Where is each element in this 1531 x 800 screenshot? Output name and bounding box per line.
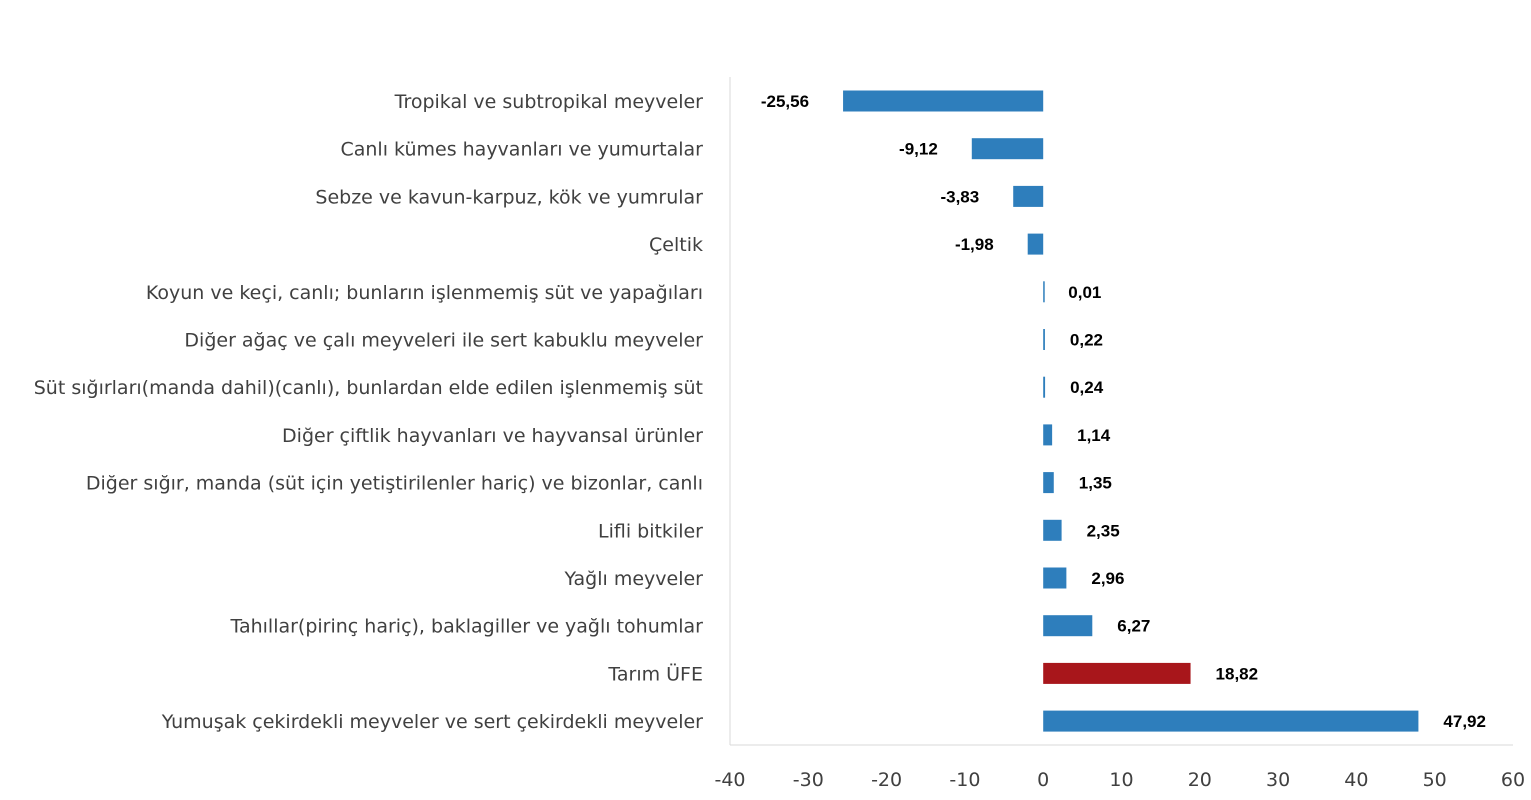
bar <box>1043 710 1419 732</box>
x-tick-label: 0 <box>1037 769 1049 791</box>
bar <box>1013 185 1044 207</box>
bars-group <box>843 90 1419 732</box>
bar <box>1043 424 1053 446</box>
category-label: Diğer çiftlik hayvanları ve hayvansal ür… <box>282 425 703 447</box>
bar <box>1043 472 1054 494</box>
value-label: -9,12 <box>899 140 938 159</box>
x-tick-label: 30 <box>1266 769 1290 791</box>
value-label: 0,01 <box>1068 283 1101 302</box>
value-labels-group: -25,56 -9,12 -3,83 -1,98 0,01 0,22 0,24 1,14 1,3… <box>761 92 1486 731</box>
bar <box>1043 662 1191 684</box>
x-tick-labels-group: -40 -30 -20 -10 0 10 20 30 40 50 60 <box>714 769 1525 791</box>
value-label: 1,35 <box>1079 474 1112 493</box>
category-label: Çeltik <box>649 234 703 256</box>
value-label: 0,22 <box>1070 331 1103 350</box>
bar <box>1043 615 1093 637</box>
bar <box>971 138 1044 160</box>
x-tick-label: 20 <box>1188 769 1212 791</box>
value-label: 2,96 <box>1091 569 1124 588</box>
category-label: Sebze ve kavun-karpuz, kök ve yumrular <box>315 186 703 208</box>
value-label: 2,35 <box>1087 521 1120 540</box>
x-tick-label: 60 <box>1501 769 1525 791</box>
bar <box>843 90 1044 112</box>
bar <box>1027 233 1044 255</box>
category-label: Diğer ağaç ve çalı meyveleri ile sert ka… <box>184 330 703 352</box>
value-label: -3,83 <box>940 187 979 206</box>
category-label: Tahıllar(pirinç hariç), baklagiller ve y… <box>229 616 703 638</box>
value-label: 0,24 <box>1070 378 1104 397</box>
category-label: Süt sığırları(manda dahil)(canlı), bunla… <box>34 377 703 399</box>
x-tick-label: -30 <box>793 769 824 791</box>
category-label: Canlı kümes hayvanları ve yumurtalar <box>340 139 703 161</box>
value-label: 18,82 <box>1216 664 1259 683</box>
category-label: Yumuşak çekirdekli meyveler ve sert çeki… <box>161 711 703 733</box>
value-label: -1,98 <box>955 235 994 254</box>
value-label: 6,27 <box>1117 617 1150 636</box>
category-label: Tropikal ve subtropikal meyveler <box>394 91 704 113</box>
x-tick-label: -40 <box>714 769 745 791</box>
category-label: Diğer sığır, manda (süt için yetiştirile… <box>86 473 703 495</box>
category-label: Koyun ve keçi, canlı; bunların işlenmemi… <box>146 282 703 304</box>
x-tick-label: 50 <box>1423 769 1447 791</box>
x-tick-label: -10 <box>949 769 980 791</box>
value-label: 1,14 <box>1077 426 1111 445</box>
bar <box>1043 329 1045 350</box>
bar <box>1043 281 1045 303</box>
value-label: 47,92 <box>1443 712 1486 731</box>
category-label: Tarım ÜFE <box>607 662 703 685</box>
bar <box>1043 567 1067 589</box>
category-label: Yağlı meyveler <box>564 568 704 590</box>
bar <box>1043 519 1062 541</box>
bar <box>1043 376 1046 398</box>
x-tick-label: 10 <box>1109 769 1133 791</box>
category-label: Lifli bitkiler <box>598 520 703 542</box>
value-label: -25,56 <box>761 92 809 111</box>
x-tick-label: 40 <box>1344 769 1368 791</box>
category-labels-group: Tropikal ve subtropikal meyveler Canlı kü… <box>34 91 703 733</box>
x-tick-label: -20 <box>871 769 902 791</box>
